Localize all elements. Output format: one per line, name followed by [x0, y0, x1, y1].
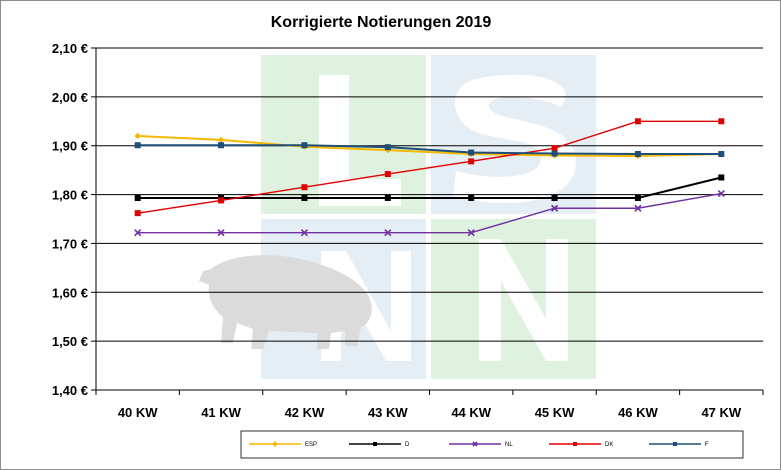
data-point-nl [634, 204, 642, 212]
legend-swatch-marker [573, 442, 577, 446]
data-point-nl [384, 229, 392, 237]
data-point-d [634, 194, 641, 201]
data-point-nl [134, 229, 142, 237]
y-tick-label: 2,00 € [52, 90, 88, 105]
data-point-dk [634, 118, 641, 125]
tick-layer: 1,40 € 1,50 € 1,60 € 1,70 € 1,80 € 1,90 € 2,00… [52, 41, 742, 420]
legend-swatch-marker [673, 442, 677, 446]
legend-swatch-marker [272, 441, 278, 447]
legend-label: NL [505, 442, 513, 448]
series-dk [134, 118, 725, 217]
series-f [134, 142, 725, 158]
legend: ESP D NL DK F [240, 430, 744, 459]
data-point-nl [217, 229, 225, 237]
data-point-dk [468, 158, 475, 165]
legend-swatch-marker [373, 442, 377, 446]
legend-label: D [405, 442, 410, 448]
series-d [134, 174, 725, 201]
series-line-esp [137, 134, 722, 157]
data-point-dk [218, 197, 225, 204]
series-line-dk [137, 120, 722, 214]
series-nl [134, 190, 725, 237]
data-point-f [384, 144, 391, 151]
data-point-d [301, 194, 308, 201]
x-tick-label: 43 KW [368, 405, 408, 420]
data-point-dk [384, 171, 391, 178]
legend-entry-d: D [349, 442, 410, 448]
data-point-d [134, 194, 141, 201]
legend-label: ESP [305, 442, 317, 448]
data-point-nl [550, 204, 559, 212]
data-point-esp [134, 132, 141, 140]
data-point-dk [301, 184, 308, 191]
y-tick-label: 1,60 € [52, 285, 88, 300]
grid-lines [96, 47, 763, 391]
x-tick-label: 47 KW [701, 405, 741, 420]
series-layer [134, 118, 725, 237]
x-tick-label: 44 KW [451, 405, 491, 420]
data-point-nl [717, 190, 725, 198]
data-point-f [134, 142, 141, 149]
data-point-f [301, 142, 308, 149]
data-point-f [468, 149, 475, 156]
data-point-esp [217, 136, 225, 144]
data-point-d [468, 194, 475, 201]
data-point-d [551, 194, 558, 201]
y-tick-label: 1,40 € [52, 383, 88, 398]
data-point-dk [134, 210, 141, 217]
lsn-watermark-logo [199, 55, 596, 379]
legend-swatch-marker [472, 441, 478, 447]
legend-entry-dk: DK [549, 442, 613, 448]
axes [91, 47, 764, 395]
y-tick-label: 2,10 € [52, 41, 88, 56]
y-tick-label: 1,90 € [52, 139, 88, 154]
chart-title: Korrigierte Notierungen 2019 [271, 14, 492, 31]
x-tick-label: 40 KW [118, 405, 158, 420]
y-tick-label: 1,80 € [52, 188, 88, 203]
y-tick-label: 1,70 € [52, 236, 88, 251]
legend-entry-f: F [649, 442, 709, 448]
y-tick-label: 1,50 € [52, 334, 88, 349]
data-point-f [634, 151, 641, 158]
series-line-f [137, 144, 722, 156]
data-point-nl [300, 229, 309, 237]
data-point-f [551, 150, 558, 157]
data-point-d [384, 194, 391, 201]
data-point-f [218, 142, 225, 149]
x-tick-label: 42 KW [285, 405, 325, 420]
series-line-nl [137, 192, 722, 234]
legend-label: F [705, 442, 709, 448]
data-point-f [718, 151, 725, 158]
data-point-dk [551, 145, 558, 152]
legend-entry-esp: ESP [249, 441, 317, 448]
x-tick-label: 46 KW [618, 405, 658, 420]
legend-entry-nl: NL [449, 441, 513, 448]
data-point-dk [718, 118, 725, 125]
x-tick-label: 41 KW [201, 405, 241, 420]
x-tick-label: 45 KW [535, 405, 575, 420]
data-point-nl [467, 229, 475, 237]
legend-label: DK [605, 442, 613, 448]
data-point-d [718, 174, 725, 181]
